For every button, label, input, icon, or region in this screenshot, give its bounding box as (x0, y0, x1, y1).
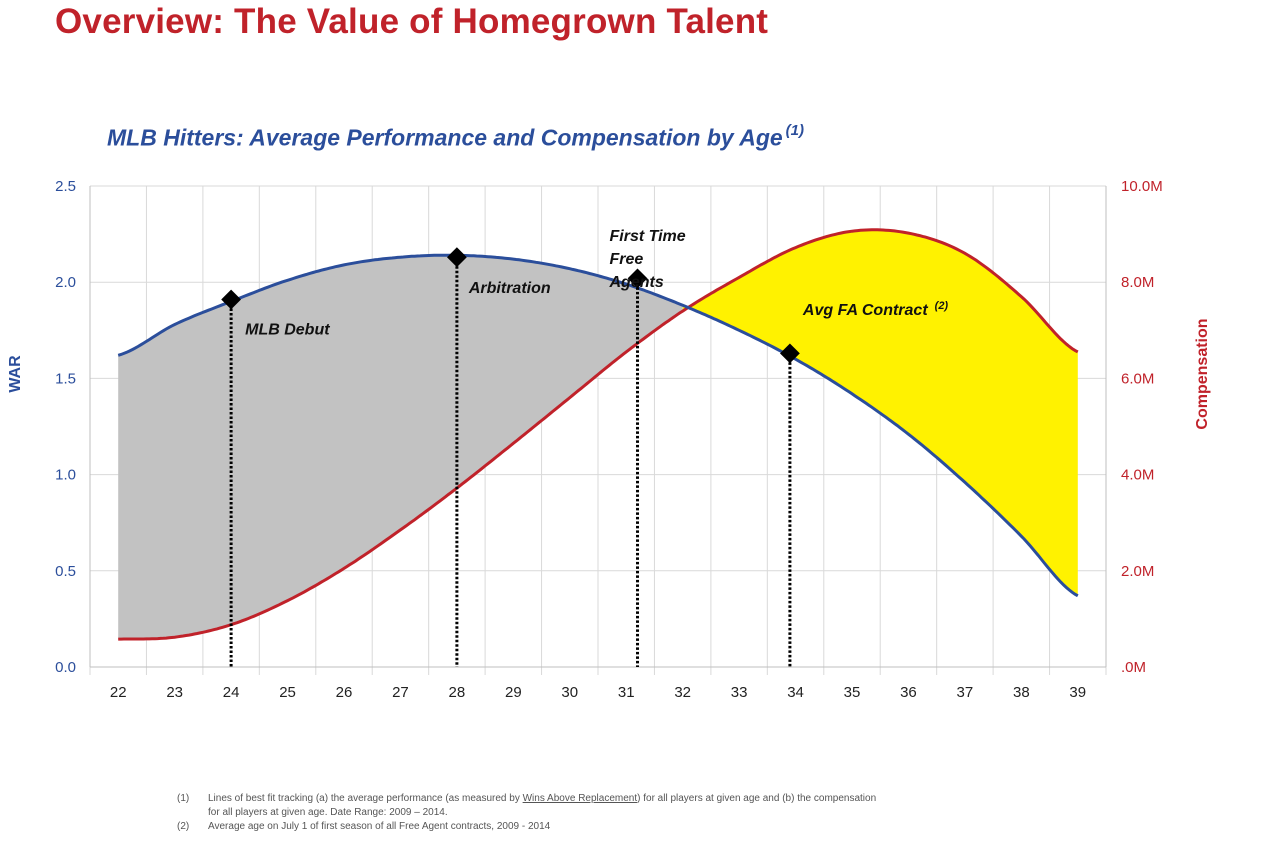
x-tick-label: 34 (787, 684, 804, 701)
series-lines (117, 228, 1079, 641)
y-tick-label: 1.0 (55, 467, 76, 484)
x-tick-label: 23 (166, 684, 183, 701)
marker-diamond (780, 343, 800, 364)
y-tick-label: 2.5 (55, 178, 76, 195)
war-link[interactable]: Wins Above Replacement (522, 793, 638, 804)
y2-axis-title: Compensation (1194, 318, 1211, 429)
marker-label-arbitration: Arbitration (468, 280, 551, 297)
chart-title-note: (1) (785, 122, 805, 139)
axes: 0.0 0.5 1.0 1.5 2.0 2.5 .0M 2.0M 4.0M 6.0M 8.0M 10.… (7, 178, 1211, 701)
footnote-text-before: Lines of best fit tracking (a) the avera… (208, 793, 523, 804)
x-tick-label: 26 (336, 684, 353, 701)
x-tick-label: 30 (561, 684, 578, 701)
footnote-number: (1) (177, 793, 190, 804)
y-tick-label: 2.0 (55, 274, 76, 291)
y2-tick-label: 2.0M (1121, 563, 1154, 580)
footnote-text-after: ) for all players at given age and (b) t… (208, 793, 877, 818)
footnote-text: Average age on July 1 of first season of… (208, 821, 551, 832)
y-tick-label: 0.5 (55, 563, 76, 580)
chart-title-text: MLB Hitters: Average Performance and Com… (107, 124, 783, 151)
marker-label-mlb-debut: MLB Debut (245, 322, 330, 339)
x-tick-label: 33 (731, 684, 748, 701)
x-tick-label: 38 (1013, 684, 1030, 701)
x-tick-label: 25 (279, 684, 296, 701)
x-tick-label: 31 (618, 684, 635, 701)
x-tick-label: 24 (223, 684, 240, 701)
y-axis-title: WAR (7, 355, 24, 393)
markers (221, 247, 800, 667)
y-tick-label: 1.5 (55, 370, 76, 387)
x-tick-label: 37 (957, 684, 974, 701)
y-tick-label: 0.0 (55, 659, 76, 676)
x-tick-label: 36 (900, 684, 917, 701)
chart-title: MLB Hitters: Average Performance and Com… (107, 122, 805, 152)
y2-tick-label: 4.0M (1121, 467, 1154, 484)
footnote-number: (2) (177, 821, 190, 832)
y2-tick-label: 8.0M (1121, 274, 1154, 291)
marker-label-note: (2) (935, 300, 949, 312)
footnote-2: (2) Average age on July 1 of first seaso… (177, 820, 888, 834)
x-tick-label: 28 (449, 684, 466, 701)
footnote-text: Lines of best fit tracking (a) the avera… (208, 792, 888, 820)
marker-label-first-time-free-agents: Agents (609, 274, 664, 291)
marker-label-first-time-free-agents: Free (610, 251, 644, 268)
x-tick-label: 29 (505, 684, 522, 701)
marker-label-first-time-free-agents: First Time (610, 228, 686, 245)
footnotes: (1) Lines of best fit tracking (a) the a… (177, 792, 888, 834)
footnote-1: (1) Lines of best fit tracking (a) the a… (177, 792, 888, 820)
x-tick-label: 22 (110, 684, 127, 701)
y2-tick-label: 10.0M (1121, 178, 1163, 195)
page-title: Overview: The Value of Homegrown Talent (55, 2, 769, 41)
x-tick-label: 32 (674, 684, 691, 701)
marker-diamond (221, 289, 242, 310)
y2-tick-label: 6.0M (1121, 370, 1154, 387)
compensation-line (118, 228, 1079, 641)
marker-label-avg-fa-contract: Avg FA Contract (2) (802, 300, 949, 319)
y2-tick-label: .0M (1121, 659, 1146, 676)
marker-diamond (627, 268, 648, 289)
x-tick-label: 39 (1069, 684, 1086, 701)
x-tick-label: 27 (392, 684, 409, 701)
war-line (117, 253, 1079, 598)
x-tick-label: 35 (844, 684, 861, 701)
labels: MLB Debut Arbitration First Time Free Agents… (245, 228, 948, 339)
surplus-value-area (118, 255, 683, 640)
